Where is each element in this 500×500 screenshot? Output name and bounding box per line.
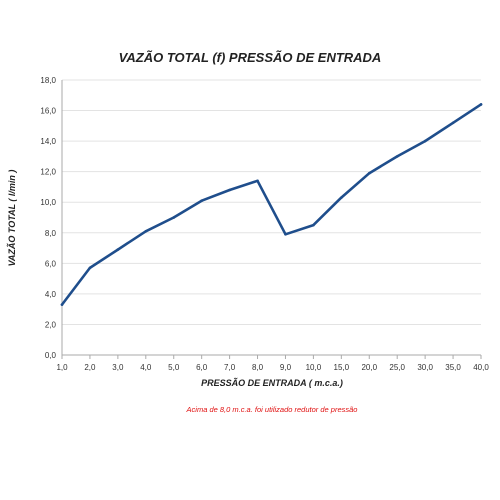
data-point <box>479 103 483 106</box>
x-tick-label: 5,0 <box>168 363 180 372</box>
data-point <box>200 199 203 202</box>
x-tick-label: 8,0 <box>252 363 264 372</box>
x-tick-label: 20,0 <box>361 363 377 372</box>
y-tick-label: 10,0 <box>40 198 56 207</box>
x-tick-label: 35,0 <box>445 363 461 372</box>
x-tick-label: 10,0 <box>306 363 322 372</box>
data-point <box>395 155 399 158</box>
data-point <box>144 229 148 233</box>
data-point <box>116 248 120 251</box>
x-tick-label: 40,0 <box>473 363 489 372</box>
data-point <box>88 266 92 270</box>
data-point <box>312 223 315 227</box>
y-tick-label: 4,0 <box>45 290 57 299</box>
gridlines <box>62 79 481 325</box>
x-tick-label: 4,0 <box>140 363 152 372</box>
data-point <box>256 179 259 183</box>
series-layer <box>60 103 483 306</box>
axes <box>61 80 482 359</box>
data-point <box>172 216 176 219</box>
x-tick-label: 15,0 <box>334 363 350 372</box>
y-tick-label: 8,0 <box>45 229 57 238</box>
x-tick-label: 1,0 <box>56 363 68 372</box>
data-point <box>60 303 64 306</box>
chart-title: VAZÃO TOTAL (f) PRESSÃO DE ENTRADA <box>118 50 382 65</box>
series-line <box>60 103 483 306</box>
y-tick-label: 12,0 <box>40 168 56 177</box>
data-point <box>451 121 455 125</box>
y-tick-labels: 0,0 2,0 4,0 6,0 8,0 10,0 12,0 14,0 16,0 18,0 <box>40 76 56 360</box>
y-tick-label: 16,0 <box>40 107 56 116</box>
y-tick-label: 2,0 <box>45 320 57 329</box>
data-point <box>340 196 343 199</box>
y-tick-label: 18,0 <box>40 76 56 85</box>
data-point <box>284 233 287 236</box>
x-tick-label: 9,0 <box>280 363 292 372</box>
y-tick-label: 6,0 <box>45 259 57 268</box>
x-tick-label: 2,0 <box>84 363 96 372</box>
data-point <box>228 188 231 192</box>
data-point <box>423 139 427 143</box>
x-tick-label: 25,0 <box>389 363 405 372</box>
y-tick-label: 0,0 <box>45 351 57 360</box>
data-point <box>367 171 371 175</box>
y-tick-label: 14,0 <box>40 137 56 146</box>
x-tick-label: 30,0 <box>417 363 433 372</box>
x-axis-label: PRESSÃO DE ENTRADA ( m.c.a.) <box>201 378 343 388</box>
x-tick-label: 6,0 <box>196 363 208 372</box>
x-tick-labels: 1,0 2,0 3,0 4,0 5,0 6,0 7,0 8,0 9,0 10,0 15,0 20,0 2… <box>56 363 489 372</box>
x-tick-label: 3,0 <box>112 363 124 372</box>
y-axis-label: VAZÃO TOTAL ( l/min ) <box>7 169 17 267</box>
x-tick-label: 7,0 <box>224 363 236 372</box>
chart-footnote: Acima de 8,0 m.c.a. foi utilizado reduto… <box>186 405 358 414</box>
